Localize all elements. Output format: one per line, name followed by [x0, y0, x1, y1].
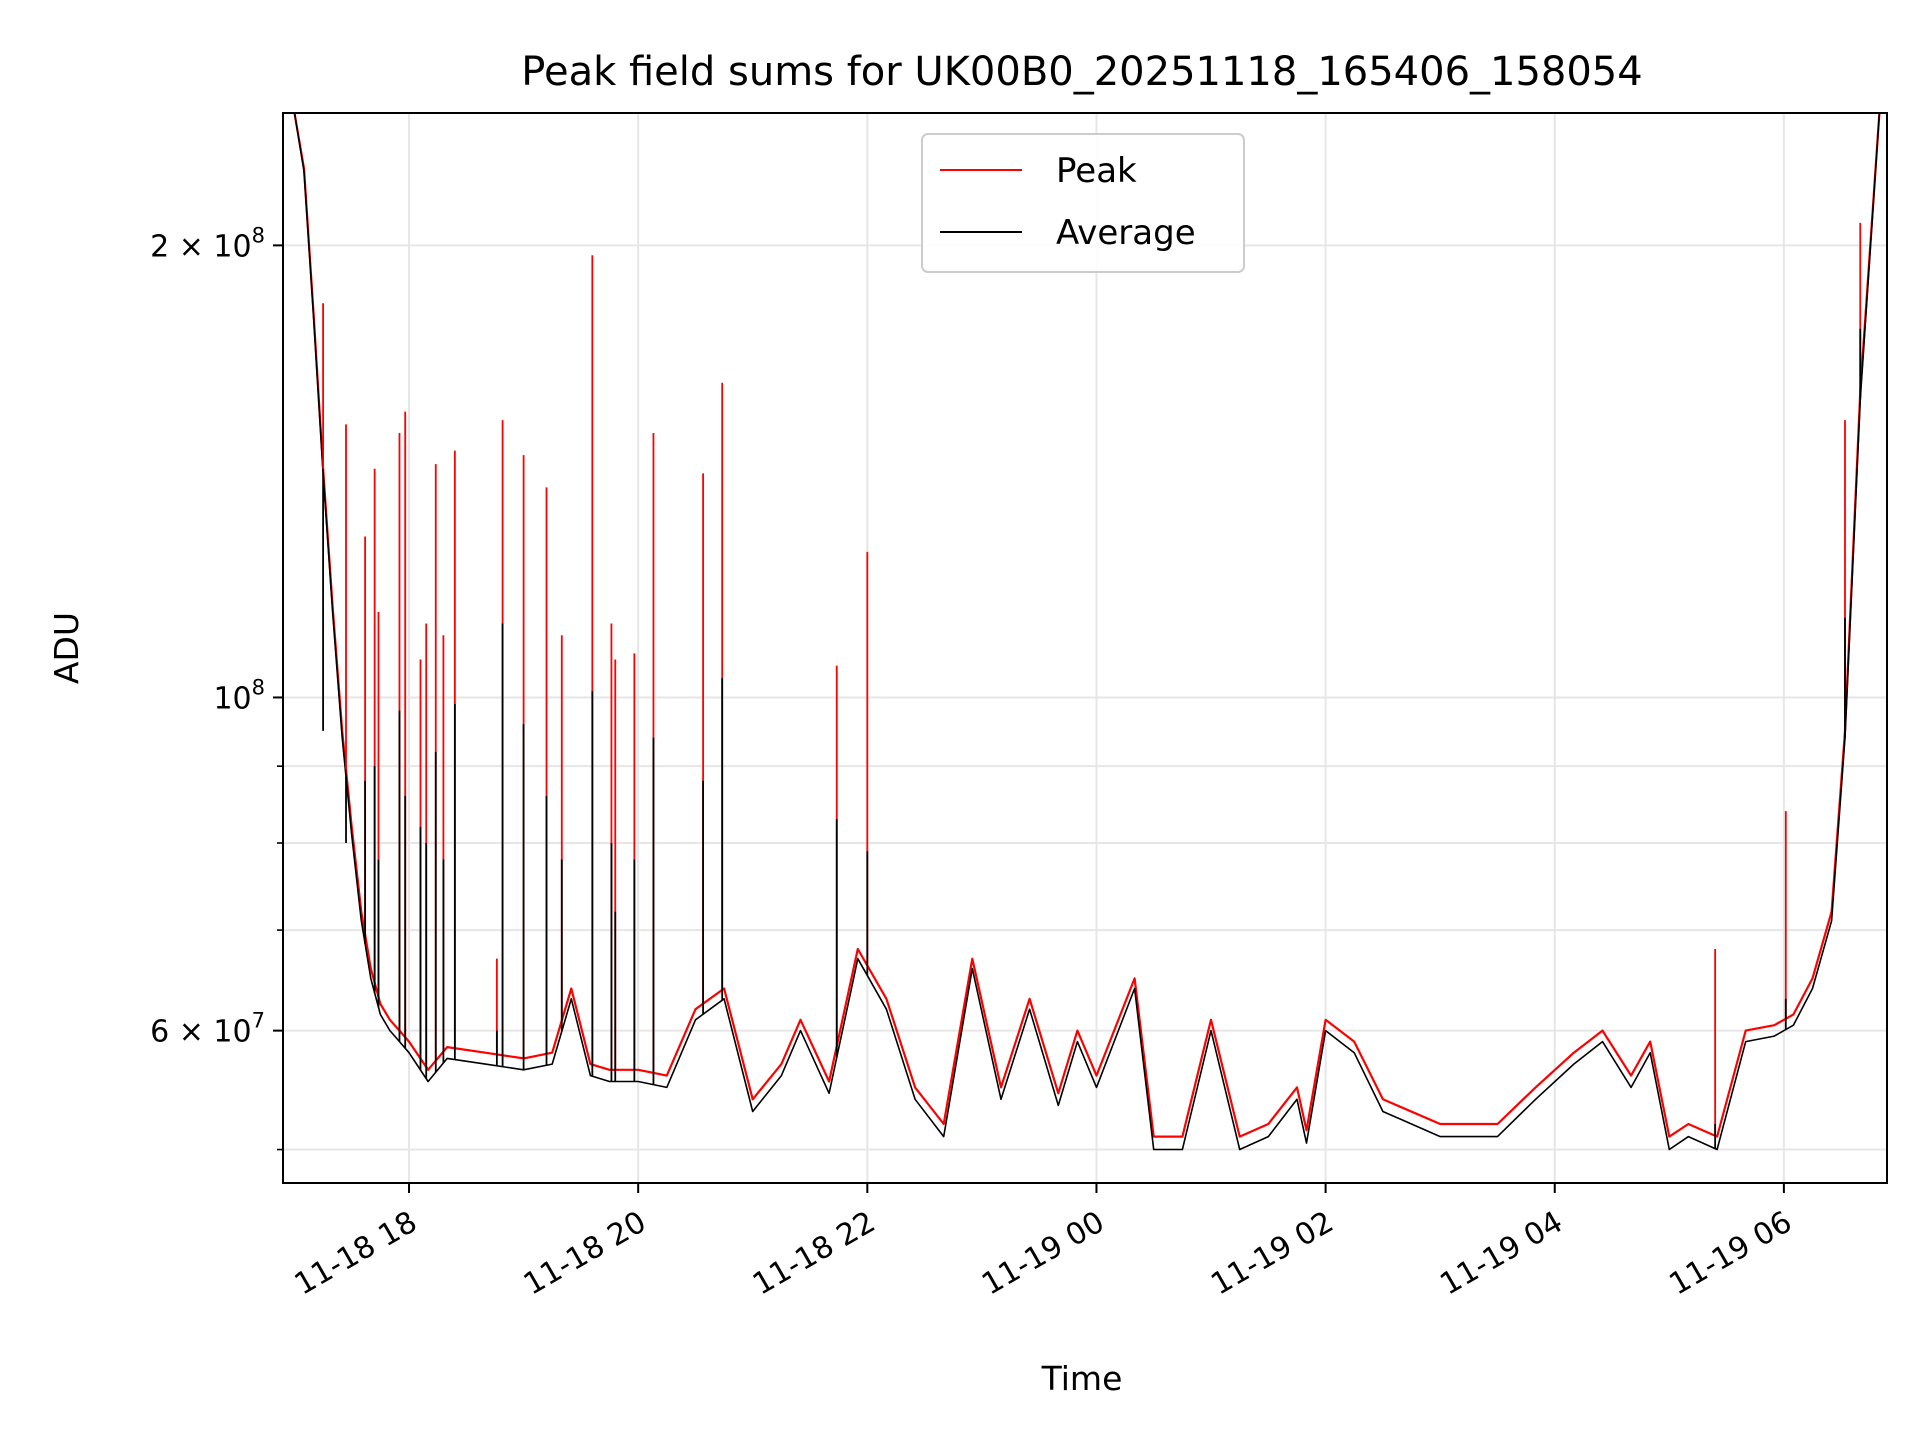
legend: Peak Average — [921, 133, 1245, 273]
x-tick-label: 11-18 18 — [289, 1205, 423, 1303]
legend-box — [921, 133, 1245, 273]
y-tick-label: 2 × 108 — [150, 223, 265, 264]
axes — [282, 112, 1888, 1184]
series-group — [293, 113, 1881, 1151]
legend-label-peak: Peak — [1056, 151, 1137, 191]
y-tick-label: 108 — [213, 675, 265, 716]
y-axis-label: ADU — [47, 612, 86, 684]
x-axis-label: Time — [1041, 1359, 1123, 1398]
y-tick-label: 6 × 107 — [150, 1009, 265, 1050]
x-tick-label: 11-19 06 — [1664, 1205, 1798, 1303]
y-axis-ticks: 6 × 107 108 2 × 108 — [150, 223, 283, 1151]
series-line-average — [293, 113, 1881, 1151]
x-tick-label: 11-19 02 — [1205, 1205, 1339, 1303]
series-line-peak — [293, 113, 1881, 1138]
x-tick-label: 11-19 00 — [976, 1205, 1110, 1303]
axes-frame — [282, 112, 1888, 1184]
legend-label-average: Average — [1056, 213, 1196, 253]
x-tick-label: 11-18 20 — [518, 1205, 652, 1303]
x-axis-ticks: 11-18 18 11-18 20 11-18 22 11-19 00 11-19 02… — [289, 1183, 1798, 1302]
chart-title: Peak field sums for UK00B0_20251118_1654… — [521, 49, 1642, 95]
x-tick-label: 11-19 04 — [1434, 1205, 1568, 1303]
grid — [283, 113, 1887, 1183]
x-tick-label: 11-18 22 — [747, 1205, 881, 1303]
